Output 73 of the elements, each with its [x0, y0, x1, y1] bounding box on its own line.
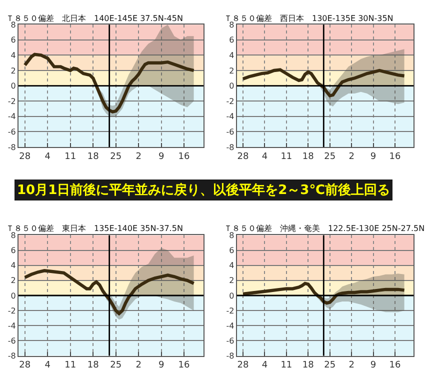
y-tick-label: 6	[229, 36, 234, 45]
x-tick-label: 11	[280, 360, 292, 371]
y-tick-label: 2	[229, 66, 234, 76]
x-tick-label: 2	[348, 152, 354, 162]
x-tick-label: 2	[136, 360, 142, 371]
y-tick-label: 6	[10, 246, 16, 256]
y-tick-label: 8	[229, 231, 234, 240]
x-tick-label: 2	[136, 152, 142, 162]
x-tick-label: 4	[44, 152, 51, 162]
y-tick-label: 4	[229, 51, 234, 60]
x-tick-label: 2	[348, 360, 354, 371]
y-tick-label: -4	[226, 321, 234, 330]
y-tick-label: -4	[8, 321, 16, 330]
y-tick-label: 2	[229, 276, 234, 286]
y-tick-label: -8	[226, 142, 234, 152]
x-tick-label: 18	[302, 360, 314, 371]
x-tick-label: 16	[389, 360, 401, 371]
y-tick-label: 6	[229, 246, 234, 256]
x-tick-label: 18	[87, 152, 100, 162]
y-tick-label: -6	[226, 128, 234, 136]
chart-title: Ｔ８５０偏差 北日本 140E-145E 37.5N-45N	[6, 14, 183, 23]
y-tick-label: -2	[226, 306, 234, 316]
x-tick-label: 9	[158, 152, 164, 162]
x-tick-label: 9	[158, 360, 164, 371]
y-tick-label: -2	[8, 306, 16, 316]
x-tick-label: 9	[370, 152, 376, 162]
y-tick-label: -6	[226, 336, 234, 346]
y-tick-label: -8	[226, 352, 234, 361]
y-tick-label: 0	[10, 82, 16, 91]
chart-title: Ｔ８５０偏差 西日本 130E-135E 30N-35N	[224, 14, 394, 23]
x-tick-label: 11	[280, 152, 292, 162]
y-tick-label: 0	[229, 82, 234, 91]
y-tick-label: -4	[8, 112, 16, 122]
y-tick-label: 4	[229, 261, 234, 270]
x-tick-label: 28	[19, 360, 31, 371]
x-tick-label: 4	[44, 360, 51, 371]
x-tick-label: 4	[262, 360, 268, 371]
y-tick-label: 0	[10, 291, 16, 300]
y-tick-label: 8	[10, 20, 16, 30]
x-tick-label: 28	[237, 152, 249, 162]
x-tick-label: 25	[324, 152, 336, 162]
y-tick-label: -4	[226, 112, 234, 122]
y-tick-label: -2	[226, 96, 234, 106]
y-tick-label: 2	[10, 276, 16, 286]
chart-title: Ｔ８５０偏差 東日本 135E-140E 35N-37.5N	[6, 224, 183, 233]
text: 10月1日前後に平年並みに戻り、以後平年を2～3℃前後上回る	[17, 182, 390, 198]
x-tick-label: 18	[87, 360, 100, 371]
x-tick-label: 28	[237, 360, 249, 371]
x-tick-label: 9	[370, 360, 376, 371]
y-tick-label: 8	[229, 20, 234, 30]
x-tick-label: 16	[178, 360, 190, 371]
y-tick-label: -8	[8, 352, 16, 361]
y-tick-label: -6	[8, 336, 16, 346]
y-tick-label: 8	[10, 231, 16, 240]
x-tick-label: 11	[64, 152, 76, 162]
y-tick-label: 2	[10, 66, 16, 76]
x-tick-label: 28	[19, 152, 31, 162]
x-tick-label: 18	[302, 152, 314, 162]
x-tick-label: 25	[324, 360, 336, 371]
y-tick-label: 4	[10, 51, 16, 60]
y-tick-label: 4	[10, 261, 16, 270]
y-tick-label: -8	[8, 142, 16, 152]
chart-title: Ｔ８５０偏差 沖縄・奄美 122.5E-130E 25N-27.5N	[224, 224, 425, 233]
y-tick-label: -6	[8, 128, 16, 136]
x-tick-label: 4	[262, 152, 268, 162]
x-tick-label: 16	[178, 152, 190, 162]
x-tick-label: 11	[64, 360, 76, 371]
x-tick-label: 25	[110, 152, 122, 162]
x-tick-label: 16	[389, 152, 401, 162]
y-tick-label: 0	[229, 291, 234, 300]
y-tick-label: -2	[8, 96, 16, 106]
y-tick-label: 6	[10, 36, 16, 45]
x-tick-label: 25	[110, 360, 122, 371]
